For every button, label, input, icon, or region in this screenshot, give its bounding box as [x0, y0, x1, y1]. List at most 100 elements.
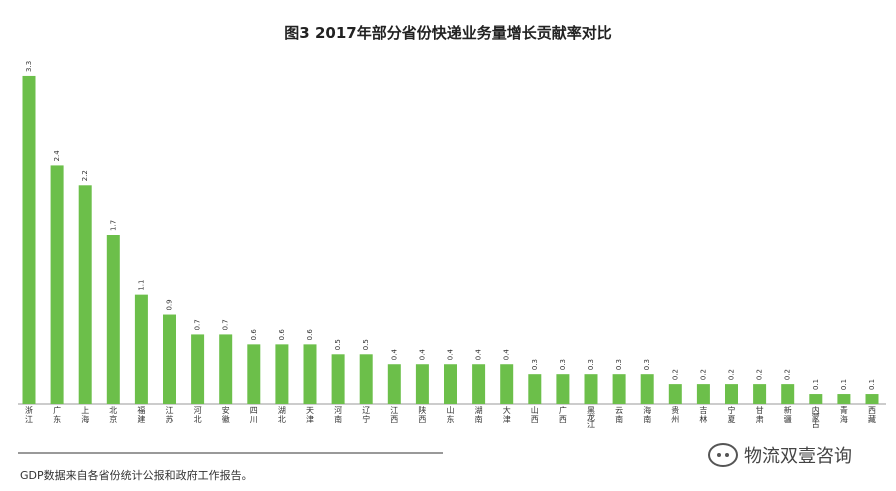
bar [781, 384, 795, 404]
value-label: 0.1 [840, 379, 848, 390]
bar [415, 364, 429, 404]
value-label: 0.3 [587, 359, 595, 370]
category-label: 陕西 [418, 405, 426, 424]
watermark: 物流双壹咨询 [708, 442, 852, 468]
watermark-text: 物流双壹咨询 [744, 446, 852, 467]
category-label: 山西 [531, 405, 539, 424]
category-label: 广西 [559, 405, 567, 424]
value-label: 0.7 [194, 319, 202, 330]
value-label: 0.6 [250, 329, 258, 341]
bar [247, 344, 261, 404]
value-label: 0.3 [615, 359, 623, 370]
wechat-icon [708, 443, 738, 467]
category-label: 湖南 [475, 406, 483, 424]
source-note: GDP数据来自各省份统计公报和政府工作报告。 [20, 469, 253, 482]
value-label: 0.1 [812, 379, 820, 390]
bar [387, 364, 401, 404]
value-label: 0.3 [559, 359, 567, 370]
bar [668, 384, 682, 404]
value-label: 0.2 [728, 369, 736, 380]
value-label: 0.2 [699, 369, 707, 380]
category-label: 浙江 [25, 405, 33, 424]
category-label: 宁夏 [728, 405, 736, 424]
category-label: 河南 [334, 405, 342, 424]
value-label: 1.7 [109, 220, 117, 231]
value-label: 0.4 [418, 349, 426, 361]
bar [50, 165, 64, 404]
category-label: 上海 [81, 406, 89, 424]
category-label: 四川 [250, 406, 258, 424]
value-label: 0.5 [362, 339, 370, 350]
category-label: 海南 [643, 405, 651, 424]
bar [612, 374, 626, 404]
value-label: 0.3 [643, 359, 651, 370]
bar [640, 374, 654, 404]
value-label: 3.3 [25, 61, 33, 72]
bar [191, 334, 205, 404]
category-label: 山东 [447, 405, 455, 424]
category-label: 辽宁 [362, 406, 370, 424]
bar [106, 235, 120, 404]
category-label: 北京 [109, 406, 117, 424]
category-label: 甘肃 [756, 405, 764, 424]
category-label: 青海 [840, 405, 848, 424]
bar [725, 384, 738, 404]
category-label: 安徽 [222, 405, 230, 424]
value-label: 0.4 [390, 349, 398, 361]
bar [528, 374, 542, 404]
category-label: 福建 [137, 406, 145, 424]
bar [134, 294, 148, 404]
bar [331, 354, 345, 404]
value-label: 0.4 [447, 349, 455, 361]
category-label: 江西 [390, 406, 398, 424]
bar [753, 384, 767, 404]
bar [556, 374, 570, 404]
category-label: 吉林 [699, 406, 707, 424]
value-label: 0.6 [278, 329, 286, 341]
value-label: 0.2 [784, 369, 792, 380]
bar [584, 374, 598, 404]
category-label: 黑龙江 [587, 406, 595, 429]
chart-title: 图3 2017年部分省份快递业务量增长贡献率对比 [284, 24, 612, 42]
bar [696, 384, 710, 404]
bar [444, 364, 457, 404]
category-label: 湖北 [278, 406, 286, 424]
value-label: 0.1 [868, 379, 876, 390]
bar [837, 394, 851, 404]
bar [359, 354, 373, 404]
value-label: 0.4 [475, 349, 483, 361]
category-label: 大津 [503, 405, 511, 424]
value-label: 0.9 [166, 299, 174, 310]
category-label: 江苏 [166, 406, 174, 424]
category-label: 新疆 [784, 405, 792, 424]
value-label: 0.2 [756, 369, 764, 380]
value-label: 0.3 [531, 359, 539, 370]
value-label: 0.2 [671, 369, 679, 380]
category-label: 河北 [194, 405, 202, 424]
category-label: 云南 [615, 406, 623, 424]
category-label: 西藏 [868, 406, 876, 424]
category-label: 贵州 [671, 405, 679, 424]
bars-group: 3.3 浙江 2.4 广东 2.2 上海 1.7 北京 1.1 福建 0.9 江苏 0.7 河北 0.7 安徽… [22, 61, 879, 429]
value-label: 0.6 [306, 329, 314, 341]
bar [275, 344, 289, 404]
bar [78, 185, 92, 404]
bar [219, 334, 233, 404]
bar [809, 394, 823, 404]
bar [865, 394, 879, 404]
bar [472, 364, 486, 404]
bar [163, 314, 176, 404]
value-label: 0.7 [222, 319, 230, 330]
category-label: 天津 [306, 406, 314, 424]
bar [500, 364, 514, 404]
value-label: 1.1 [137, 280, 145, 291]
bar [303, 344, 317, 404]
category-label: 内蒙古 [812, 405, 820, 429]
value-label: 2.4 [53, 150, 61, 162]
category-label: 广东 [53, 405, 61, 424]
value-label: 2.2 [81, 170, 89, 181]
bar [22, 75, 36, 405]
value-label: 0.4 [503, 349, 511, 361]
value-label: 0.5 [334, 339, 342, 350]
